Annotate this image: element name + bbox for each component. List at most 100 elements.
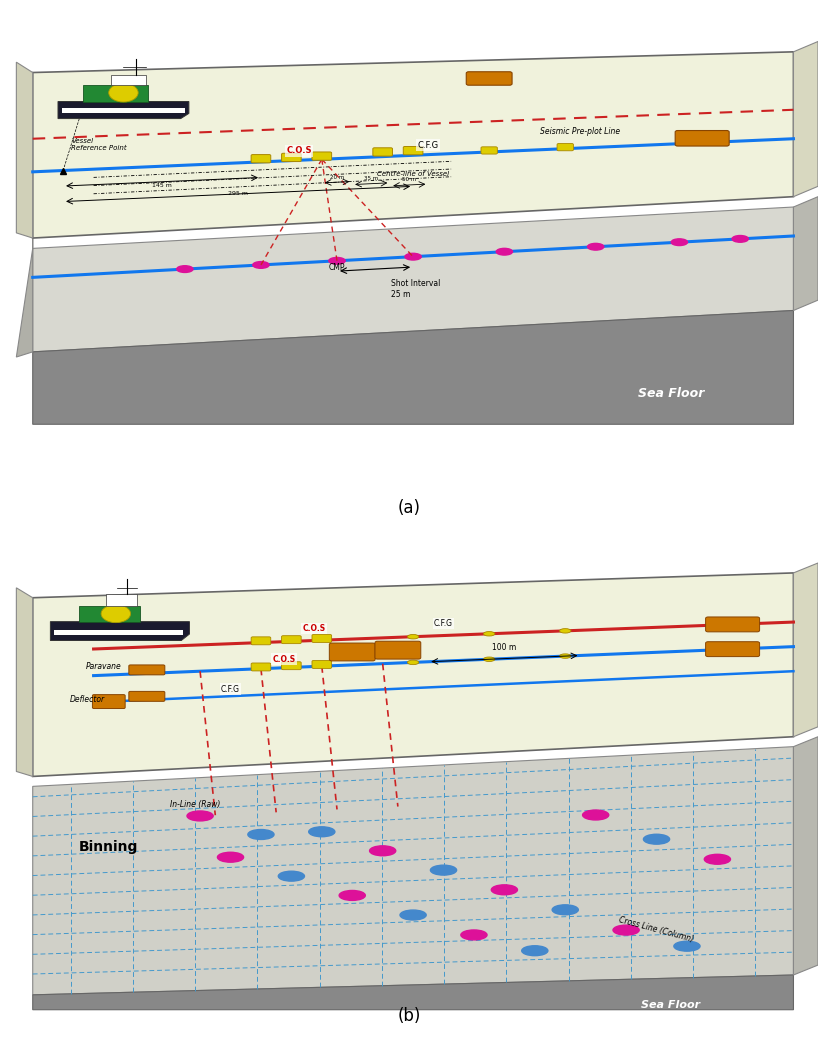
Polygon shape xyxy=(58,101,189,118)
FancyBboxPatch shape xyxy=(466,72,512,86)
FancyBboxPatch shape xyxy=(129,665,164,675)
Polygon shape xyxy=(793,42,818,196)
Polygon shape xyxy=(79,606,141,622)
Polygon shape xyxy=(51,622,190,641)
Ellipse shape xyxy=(187,811,213,821)
Polygon shape xyxy=(62,109,185,114)
Ellipse shape xyxy=(407,660,419,665)
FancyBboxPatch shape xyxy=(281,635,301,644)
Text: Cross Line (Column): Cross Line (Column) xyxy=(618,914,695,944)
Ellipse shape xyxy=(587,243,604,250)
Ellipse shape xyxy=(177,265,193,273)
FancyBboxPatch shape xyxy=(706,642,760,656)
Text: 100 m: 100 m xyxy=(492,643,516,652)
Ellipse shape xyxy=(497,249,513,255)
Text: Sea Floor: Sea Floor xyxy=(641,1000,700,1009)
Text: 145 m: 145 m xyxy=(152,183,172,188)
Text: (b): (b) xyxy=(398,1006,420,1024)
FancyBboxPatch shape xyxy=(251,155,271,163)
FancyBboxPatch shape xyxy=(312,152,331,160)
FancyBboxPatch shape xyxy=(373,147,393,156)
Text: Paravane: Paravane xyxy=(85,663,121,671)
Polygon shape xyxy=(33,975,793,1009)
FancyBboxPatch shape xyxy=(281,154,301,162)
Ellipse shape xyxy=(329,257,345,264)
Text: C.F.G: C.F.G xyxy=(221,684,240,694)
Polygon shape xyxy=(33,746,793,995)
FancyBboxPatch shape xyxy=(375,642,420,659)
Polygon shape xyxy=(83,85,148,101)
Ellipse shape xyxy=(483,631,495,636)
Polygon shape xyxy=(33,207,793,352)
Polygon shape xyxy=(33,573,793,776)
Text: 35 m: 35 m xyxy=(364,177,379,181)
FancyBboxPatch shape xyxy=(675,131,729,146)
Text: Seismic Pre-plot Line: Seismic Pre-plot Line xyxy=(541,126,621,136)
Ellipse shape xyxy=(370,845,396,856)
FancyBboxPatch shape xyxy=(251,663,271,671)
FancyBboxPatch shape xyxy=(312,634,331,643)
Ellipse shape xyxy=(218,853,244,862)
Text: C.F.G: C.F.G xyxy=(418,141,439,149)
Text: C.O.S: C.O.S xyxy=(272,654,295,664)
Ellipse shape xyxy=(407,634,419,638)
Ellipse shape xyxy=(483,657,495,661)
Text: Shot Interval
25 m: Shot Interval 25 m xyxy=(392,279,441,299)
Polygon shape xyxy=(33,310,793,424)
FancyBboxPatch shape xyxy=(557,143,573,150)
Text: Centre-line of Vessel: Centre-line of Vessel xyxy=(377,171,449,177)
FancyBboxPatch shape xyxy=(481,147,497,154)
Ellipse shape xyxy=(552,905,578,914)
FancyBboxPatch shape xyxy=(129,692,164,701)
Text: CMP: CMP xyxy=(329,263,345,273)
Text: C.O.S: C.O.S xyxy=(303,624,326,633)
Text: Deflector: Deflector xyxy=(70,695,106,704)
Text: 295 m: 295 m xyxy=(228,191,248,196)
Ellipse shape xyxy=(732,235,748,242)
Polygon shape xyxy=(106,595,137,606)
FancyBboxPatch shape xyxy=(312,660,331,669)
FancyBboxPatch shape xyxy=(92,695,125,709)
Ellipse shape xyxy=(560,654,571,658)
Polygon shape xyxy=(55,629,183,634)
Polygon shape xyxy=(793,563,818,737)
FancyBboxPatch shape xyxy=(403,146,423,155)
Text: Vessel
Reference Point: Vessel Reference Point xyxy=(71,138,127,152)
Ellipse shape xyxy=(492,885,518,895)
FancyBboxPatch shape xyxy=(330,643,375,660)
Circle shape xyxy=(101,605,131,623)
Ellipse shape xyxy=(405,253,421,260)
Ellipse shape xyxy=(278,872,304,881)
Polygon shape xyxy=(111,74,146,85)
Ellipse shape xyxy=(613,925,639,935)
Polygon shape xyxy=(33,52,793,238)
Ellipse shape xyxy=(644,834,670,844)
Polygon shape xyxy=(793,737,818,975)
Ellipse shape xyxy=(674,942,700,951)
Ellipse shape xyxy=(430,865,456,875)
Text: 50 m: 50 m xyxy=(402,178,416,183)
Text: Binning: Binning xyxy=(79,840,137,854)
Text: (a): (a) xyxy=(398,500,420,517)
Polygon shape xyxy=(16,63,33,238)
Ellipse shape xyxy=(253,261,269,269)
Polygon shape xyxy=(16,587,33,776)
Text: In-Line (Raw): In-Line (Raw) xyxy=(169,800,220,809)
Text: 20 m: 20 m xyxy=(330,175,344,180)
Ellipse shape xyxy=(400,910,426,920)
Ellipse shape xyxy=(671,239,687,246)
Ellipse shape xyxy=(248,830,274,839)
Ellipse shape xyxy=(704,855,730,864)
Text: C.O.S: C.O.S xyxy=(286,146,312,156)
Ellipse shape xyxy=(339,890,366,901)
Ellipse shape xyxy=(582,810,609,820)
Text: C.F.G: C.F.G xyxy=(434,619,453,628)
Ellipse shape xyxy=(560,629,571,633)
FancyBboxPatch shape xyxy=(706,617,760,632)
FancyBboxPatch shape xyxy=(281,661,301,670)
Polygon shape xyxy=(793,196,818,310)
Circle shape xyxy=(109,84,138,102)
FancyBboxPatch shape xyxy=(251,636,271,645)
Ellipse shape xyxy=(522,946,548,956)
Text: Sea Floor: Sea Floor xyxy=(637,387,704,400)
